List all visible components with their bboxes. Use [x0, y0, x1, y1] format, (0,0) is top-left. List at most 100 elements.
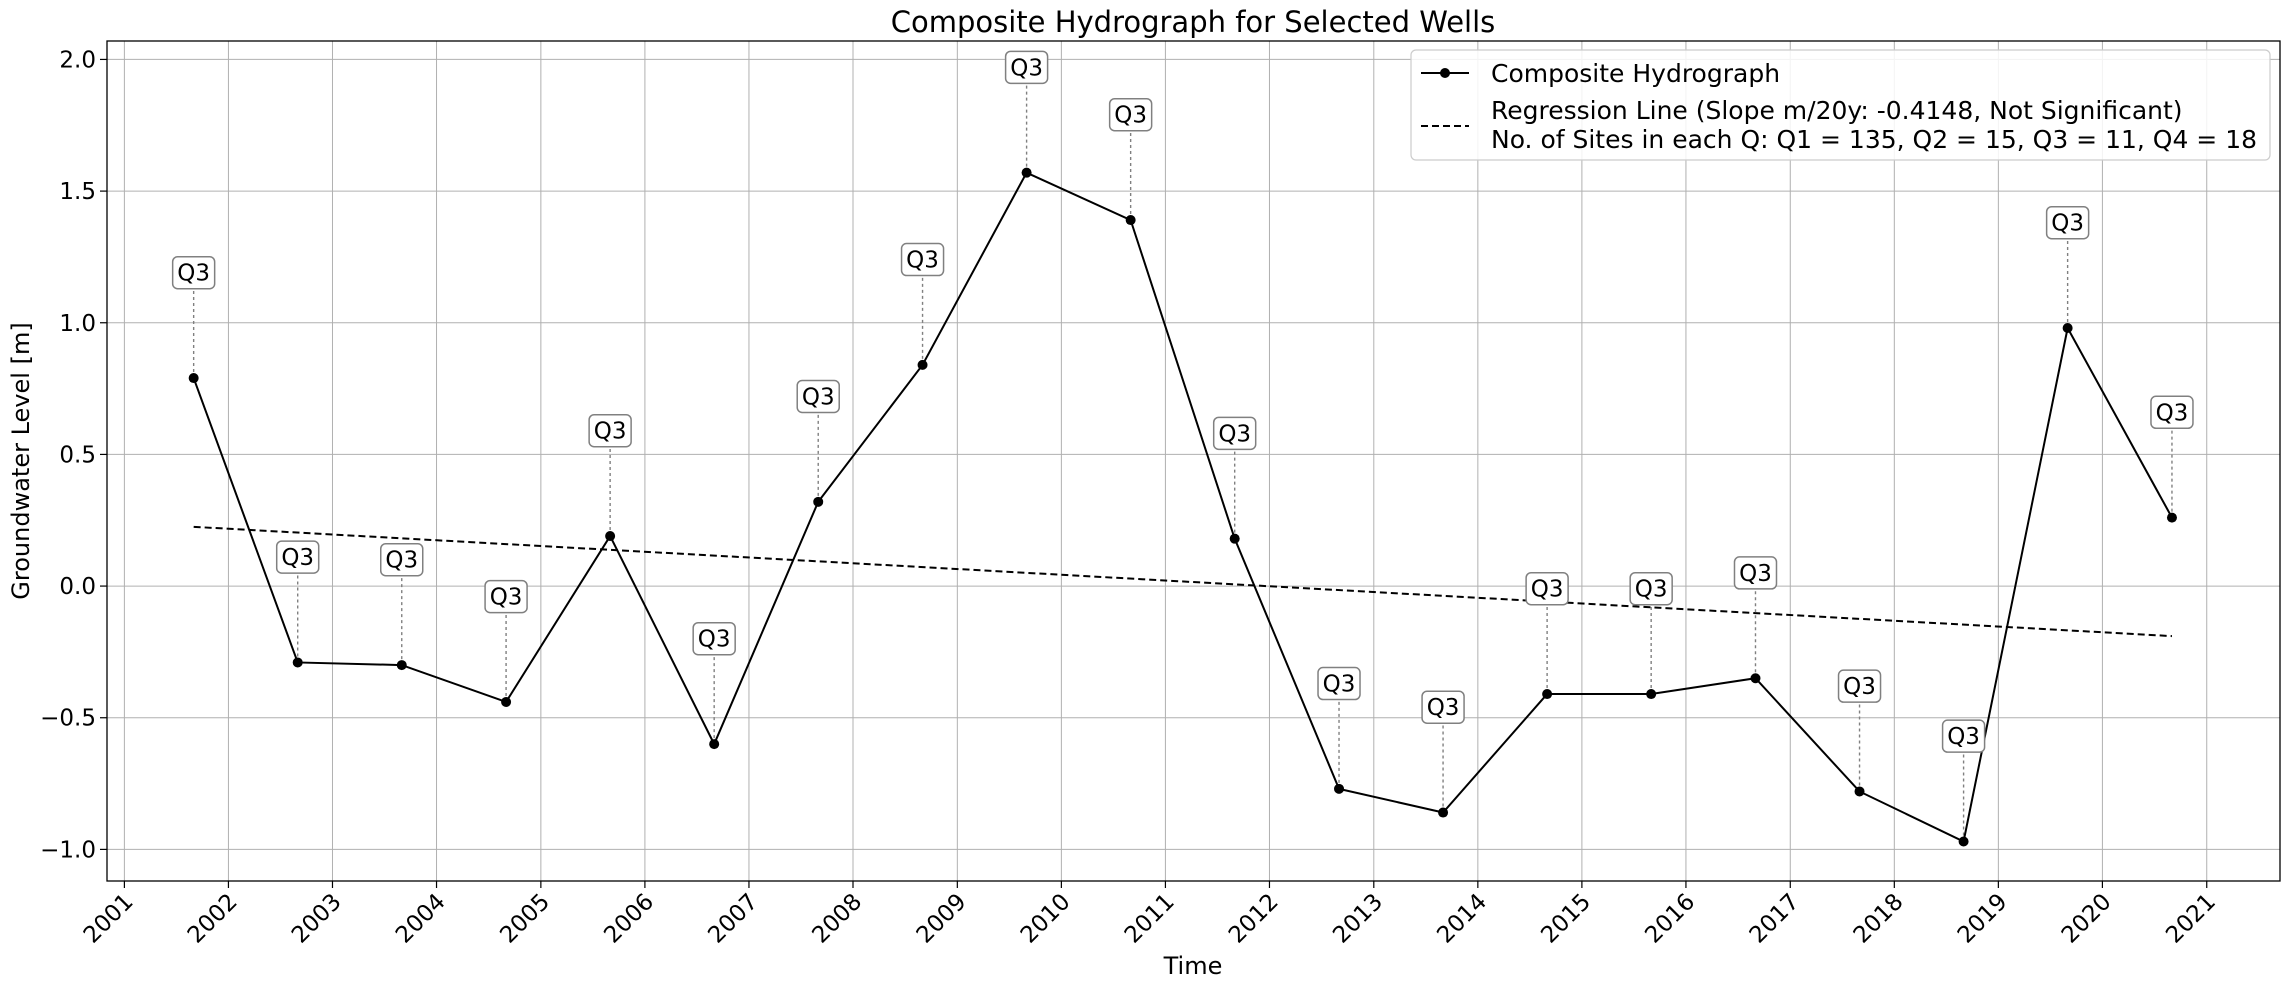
q-annotation-label: Q3	[802, 384, 835, 410]
q-annotation-box	[900, 242, 945, 277]
x-tick-label: 2012	[1224, 889, 1284, 949]
data-points	[188, 167, 2177, 847]
q-annotation-box	[1108, 97, 1153, 132]
q-annotation: Q3	[1733, 556, 1778, 590]
legend-box	[1410, 49, 2271, 161]
legend: Composite Hydrograph Regression Line (Sl…	[1410, 49, 2271, 161]
q-annotation-label: Q3	[1843, 674, 1876, 700]
chart-title: Composite Hydrograph for Selected Wells	[891, 5, 1496, 39]
q-annotation-label: Q3	[906, 248, 939, 274]
q-annotation-box	[1525, 571, 1569, 606]
q-annotation: Q3	[1629, 571, 1673, 606]
q-annotation-box	[380, 542, 424, 577]
data-point	[1125, 215, 1136, 226]
q-annotation: Q3	[2045, 205, 2090, 240]
q-annotation-label: Q3	[594, 419, 627, 445]
q-annotation: Q3	[380, 542, 424, 577]
data-point	[501, 696, 512, 707]
q-annotation: Q3	[796, 379, 840, 414]
x-tick-label: 2019	[1953, 889, 2013, 949]
data-point	[396, 660, 407, 671]
q-annotation: Q3	[2150, 395, 2194, 430]
regression-line	[193, 525, 2173, 638]
y-tick-label: −0.5	[40, 706, 96, 732]
q-annotation-box	[1837, 669, 1882, 703]
q-annotation: Q3	[1525, 571, 1569, 606]
q-annotation-label: Q3	[385, 548, 418, 574]
grid-lines	[107, 41, 2280, 881]
y-axis-ticks: −1.0 −0.5 0.0 0.5 1.0 1.5 2.0	[40, 47, 107, 863]
x-tick-label: 2010	[1016, 889, 1076, 949]
q-annotation-label: Q3	[2156, 400, 2189, 426]
q-annotation-label: Q3	[281, 545, 314, 571]
q-annotation: Q3	[588, 413, 632, 448]
q-annotation-label: Q3	[490, 585, 523, 611]
data-point	[813, 496, 824, 507]
x-tick-label: 2011	[1120, 889, 1180, 949]
x-tick-label: 2016	[1640, 889, 1700, 949]
data-point	[605, 531, 616, 542]
data-point	[1958, 836, 1969, 847]
x-tick-label: 2005	[495, 889, 555, 949]
q-annotation-box	[1212, 416, 1257, 451]
q-annotation-label: Q3	[1947, 724, 1980, 750]
q-annotation-box	[1733, 556, 1778, 590]
q-annotation: Q3	[1212, 416, 1257, 451]
q-annotation: Q3	[484, 579, 528, 614]
annotation-stems	[192, 83, 2173, 842]
q-annotation-box	[796, 379, 840, 414]
q-annotation: Q3	[1108, 97, 1153, 132]
q-annotation: Q3	[275, 540, 320, 574]
hydrograph-line-layer	[192, 171, 2173, 843]
x-tick-label: 2001	[79, 889, 139, 949]
regression-line-layer	[193, 525, 2173, 638]
plot-area	[107, 41, 2280, 881]
q-annotation-box	[1317, 666, 1361, 701]
x-tick-label: 2013	[1328, 889, 1388, 949]
x-axis-ticks: 2001 2002 2003 2004 2005 2006 2007 2008 2009 2010…	[79, 881, 2221, 949]
q-annotation-box	[171, 255, 216, 290]
q-annotation-label: Q3	[1531, 577, 1564, 603]
x-tick-label: 2004	[391, 889, 451, 949]
q-annotation: Q3	[171, 255, 216, 290]
data-point	[1854, 786, 1865, 797]
q-annotation-label: Q3	[698, 627, 731, 653]
y-axis-label: Groundwater Level [m]	[7, 322, 35, 599]
legend-entry-site-counts: No. of Sites in each Q: Q1 = 135, Q2 = 1…	[1491, 125, 2257, 154]
data-point	[292, 657, 303, 668]
q-annotation-box	[588, 413, 632, 448]
x-tick-label: 2017	[1745, 889, 1805, 949]
data-point	[709, 739, 720, 750]
data-point	[917, 359, 928, 370]
q-annotation-label: Q3	[1114, 103, 1147, 129]
x-tick-label: 2008	[807, 889, 867, 949]
y-tick-label: −1.0	[40, 837, 96, 863]
composite-hydrograph-line	[192, 171, 2173, 843]
q-annotation-box	[2045, 205, 2090, 240]
y-tick-label: 0.5	[59, 442, 96, 468]
annotation-labels: Q3 Q3 Q3 Q3 Q3 Q3 Q3 Q3 Q3 Q3 Q3 Q3 Q3 Q3 Q3 Q3 Q3 Q3 Q3 Q3	[171, 50, 2194, 753]
data-point	[1021, 167, 1032, 178]
y-tick-label: 0.0	[59, 574, 96, 600]
y-tick-label: 1.5	[59, 179, 96, 205]
q-annotation-box	[1004, 50, 1049, 85]
x-tick-label: 2007	[703, 889, 763, 949]
x-axis-label: Time	[1163, 952, 1223, 980]
legend-marker-swatch	[1440, 68, 1450, 78]
y-tick-label: 1.0	[59, 311, 96, 337]
q-annotation-label: Q3	[1635, 577, 1668, 603]
q-annotation-label: Q3	[1427, 695, 1460, 721]
q-annotation-box	[484, 579, 528, 614]
q-annotation-label: Q3	[1010, 55, 1043, 81]
q-annotation-label: Q3	[2051, 211, 2084, 237]
data-point	[1750, 673, 1761, 684]
q-annotation: Q3	[1837, 669, 1882, 703]
x-tick-label: 2006	[599, 889, 659, 949]
q-annotation-label: Q3	[1323, 672, 1356, 698]
q-annotation-box	[1629, 571, 1673, 606]
data-point	[2166, 512, 2177, 523]
data-point	[1229, 533, 1240, 544]
data-point	[2062, 323, 2073, 334]
legend-entry-composite: Composite Hydrograph	[1491, 59, 1780, 88]
